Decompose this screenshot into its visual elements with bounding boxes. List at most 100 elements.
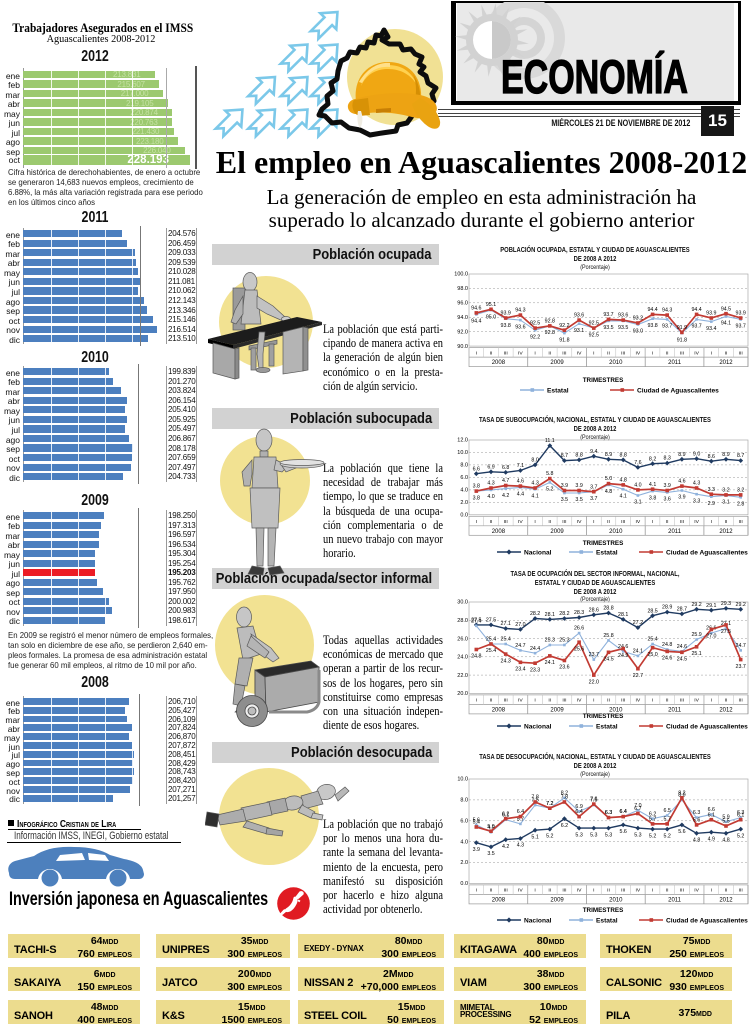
svg-text:93.8: 93.8 [501, 322, 511, 328]
svg-text:94.3: 94.3 [515, 307, 525, 313]
svg-text:4.0: 4.0 [634, 482, 641, 488]
svg-text:25.8: 25.8 [603, 633, 613, 639]
svg-text:3.8: 3.8 [649, 495, 656, 501]
svg-text:0.0: 0.0 [460, 512, 468, 518]
svg-text:7.5: 7.5 [590, 797, 597, 803]
svg-text:28.0: 28.0 [457, 618, 468, 624]
svg-text:I: I [534, 519, 535, 525]
svg-text:28.2: 28.2 [559, 611, 569, 617]
svg-text:IV: IV [636, 697, 641, 703]
svg-text:27.0: 27.0 [515, 622, 525, 628]
svg-text:III: III [562, 519, 566, 525]
svg-text:24.1: 24.1 [633, 648, 643, 654]
svg-text:6.5: 6.5 [664, 808, 671, 814]
svg-text:28.1: 28.1 [545, 612, 555, 618]
svg-text:IV: IV [694, 887, 699, 893]
svg-text:8.0: 8.0 [531, 457, 538, 463]
svg-text:2009: 2009 [550, 897, 564, 903]
svg-text:6.0: 6.0 [460, 475, 468, 481]
svg-text:7.2: 7.2 [546, 801, 553, 807]
svg-text:27.5: 27.5 [486, 617, 496, 623]
svg-text:4.9: 4.9 [708, 836, 715, 842]
svg-text:93.9: 93.9 [706, 310, 716, 316]
svg-text:4.0: 4.0 [460, 839, 468, 845]
svg-text:7.8: 7.8 [531, 794, 538, 800]
svg-text:Ciudad de Aguascalientes: Ciudad de Aguascalientes [666, 723, 748, 730]
svg-text:4.3: 4.3 [487, 480, 494, 486]
svg-text:III: III [680, 350, 684, 356]
svg-text:3.6: 3.6 [664, 496, 671, 502]
svg-text:6.1: 6.1 [708, 812, 715, 818]
svg-text:92.5: 92.5 [589, 320, 599, 326]
svg-text:IV: IV [636, 519, 641, 525]
svg-text:2009: 2009 [550, 528, 564, 534]
svg-text:I: I [476, 697, 477, 703]
svg-text:5.6: 5.6 [678, 829, 685, 835]
svg-text:92.8: 92.8 [545, 330, 555, 336]
svg-text:III: III [621, 697, 625, 703]
svg-text:92.5: 92.5 [589, 332, 599, 338]
svg-text:IV: IV [694, 697, 699, 703]
svg-text:8.9: 8.9 [605, 451, 612, 457]
svg-text:12.0: 12.0 [457, 437, 468, 443]
svg-text:4.6: 4.6 [517, 478, 524, 484]
svg-text:93.6: 93.6 [515, 324, 525, 330]
svg-text:2008: 2008 [492, 360, 506, 366]
svg-text:93.9: 93.9 [501, 310, 511, 316]
svg-text:2008: 2008 [492, 707, 506, 713]
svg-text:3.5: 3.5 [487, 851, 494, 857]
svg-text:93.5: 93.5 [618, 325, 628, 331]
svg-text:5.3: 5.3 [575, 832, 582, 838]
svg-text:23.7: 23.7 [589, 652, 599, 658]
svg-text:6.6: 6.6 [473, 466, 480, 472]
svg-text:6.2: 6.2 [561, 823, 568, 829]
svg-text:5.8: 5.8 [546, 471, 553, 477]
svg-text:4.0: 4.0 [487, 494, 494, 500]
svg-text:2009: 2009 [550, 360, 564, 366]
svg-text:II: II [725, 697, 728, 703]
svg-text:II: II [666, 519, 669, 525]
svg-text:I: I [593, 887, 594, 893]
svg-text:5.2: 5.2 [546, 833, 553, 839]
svg-text:I: I [652, 887, 653, 893]
svg-text:7.1: 7.1 [517, 463, 524, 469]
svg-text:II: II [490, 350, 493, 356]
svg-text:6.8: 6.8 [502, 465, 509, 471]
svg-text:22.0: 22.0 [589, 679, 599, 685]
svg-text:3.9: 3.9 [664, 483, 671, 489]
svg-text:Nacional: Nacional [524, 917, 552, 924]
svg-text:6.9: 6.9 [575, 804, 582, 810]
svg-text:I: I [476, 350, 477, 356]
svg-text:93.6: 93.6 [574, 312, 584, 318]
svg-text:24.3: 24.3 [501, 658, 511, 664]
svg-text:23.3: 23.3 [530, 667, 540, 673]
svg-text:96.0: 96.0 [457, 300, 468, 306]
svg-text:4.2: 4.2 [502, 844, 509, 850]
svg-text:9.0: 9.0 [693, 451, 700, 457]
svg-text:100.0: 100.0 [454, 271, 468, 277]
svg-text:III: III [621, 519, 625, 525]
svg-text:93.7: 93.7 [691, 323, 701, 329]
svg-text:24.8: 24.8 [471, 653, 481, 659]
svg-text:27.5: 27.5 [721, 629, 731, 635]
svg-text:3.1: 3.1 [722, 499, 729, 505]
svg-text:94.0: 94.0 [457, 314, 468, 320]
svg-text:25.3: 25.3 [545, 637, 555, 643]
svg-text:4.3: 4.3 [531, 480, 538, 486]
svg-text:4.0: 4.0 [460, 487, 468, 493]
svg-text:94.4: 94.4 [471, 318, 481, 324]
svg-text:4.7: 4.7 [502, 478, 509, 484]
svg-text:24.7: 24.7 [736, 643, 746, 649]
svg-text:I: I [534, 887, 535, 893]
svg-text:5.4: 5.4 [473, 819, 480, 825]
svg-text:3.7: 3.7 [590, 495, 597, 501]
svg-text:5.3: 5.3 [605, 832, 612, 838]
svg-text:4.8: 4.8 [620, 477, 627, 483]
svg-text:93.0: 93.0 [633, 328, 643, 334]
svg-text:25.9: 25.9 [691, 632, 701, 638]
svg-text:Ciudad de Aguascalientes: Ciudad de Aguascalientes [666, 549, 748, 556]
svg-text:8.0: 8.0 [678, 792, 685, 798]
svg-text:95.1: 95.1 [486, 301, 496, 307]
svg-text:IV: IV [518, 887, 523, 893]
svg-text:2010: 2010 [609, 360, 623, 366]
